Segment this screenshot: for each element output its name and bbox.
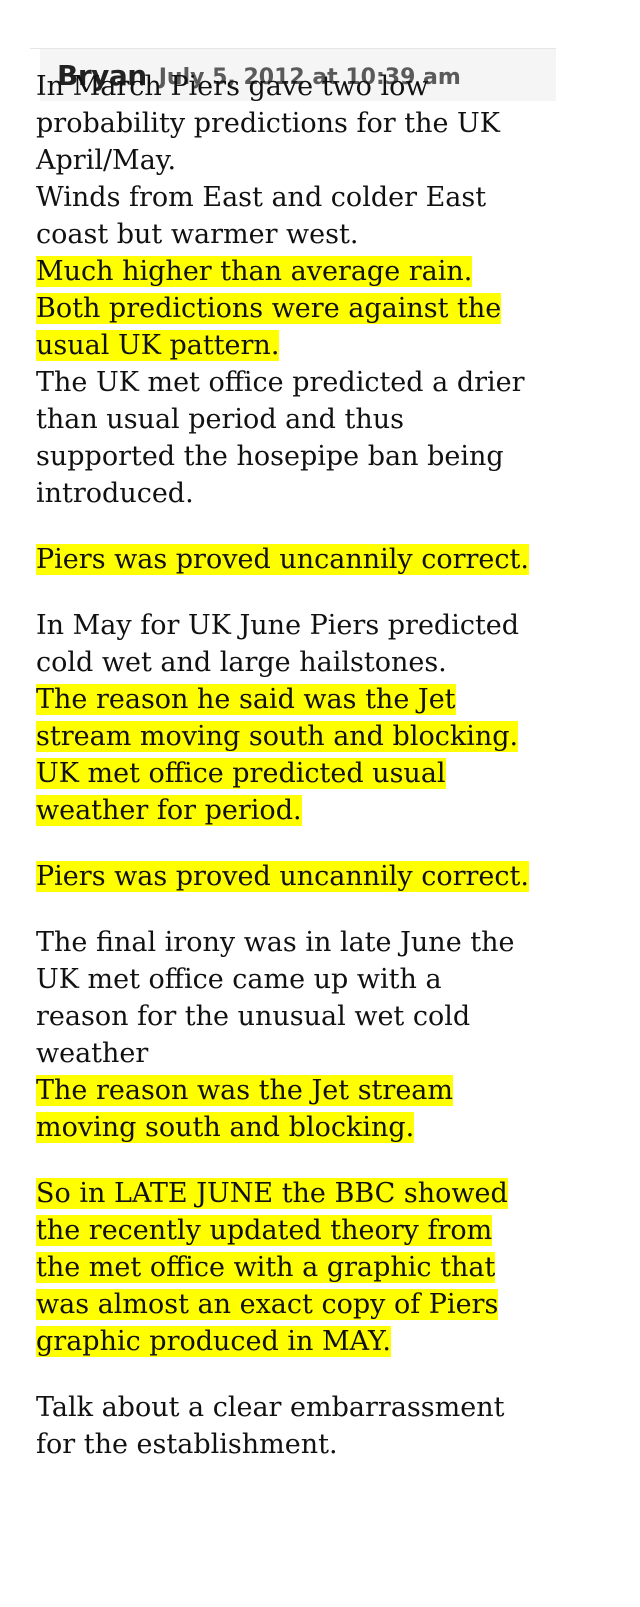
comment-text: In March Piers gave two low probability … (36, 71, 500, 176)
comment-paragraph: In March Piers gave two low probability … (36, 68, 536, 512)
comment-text: The final irony was in late June the UK … (36, 927, 515, 1069)
comment-text: In May for UK June Piers predicted cold … (36, 610, 520, 678)
highlighted-text: Both predictions were against the usual … (36, 293, 502, 361)
comment-author[interactable]: Bryan (57, 58, 147, 92)
highlighted-text: Piers was proved uncannily correct. (36, 544, 529, 575)
comment-text: Winds from East and colder East coast bu… (36, 182, 487, 250)
comment-body: In March Piers gave two low probability … (36, 68, 536, 1492)
highlighted-text: Much higher than average rain. (36, 256, 473, 287)
highlighted-text: The reason he said was the Jet stream mo… (36, 684, 519, 752)
highlighted-text: The reason was the Jet stream moving sou… (36, 1075, 453, 1143)
comment-date-link[interactable]: July 5, 2012 at 10:39 am (158, 64, 461, 90)
comment-text: Talk about a clear embarrassment for the… (36, 1392, 505, 1460)
comment-paragraph: The final irony was in late June the UK … (36, 924, 536, 1146)
highlighted-text: Piers was proved uncannily correct. (36, 861, 529, 892)
highlighted-text: So in LATE JUNE the BBC showed the recen… (36, 1178, 508, 1357)
comment-paragraph: Piers was proved uncannily correct. (36, 541, 536, 578)
comment-paragraph: Piers was proved uncannily correct. (36, 858, 536, 895)
comment-paragraph: So in LATE JUNE the BBC showed the recen… (36, 1175, 536, 1360)
comment-text: The UK met office predicted a drier than… (36, 367, 525, 509)
comment: Bryan July 5, 2012 at 10:39 am (30, 48, 556, 101)
highlighted-text: UK met office predicted usual weather fo… (36, 758, 446, 826)
comment-paragraph: In May for UK June Piers predicted cold … (36, 607, 536, 829)
comment-paragraph: Talk about a clear embarrassment for the… (36, 1389, 536, 1463)
comment-header: Bryan July 5, 2012 at 10:39 am (40, 49, 556, 101)
